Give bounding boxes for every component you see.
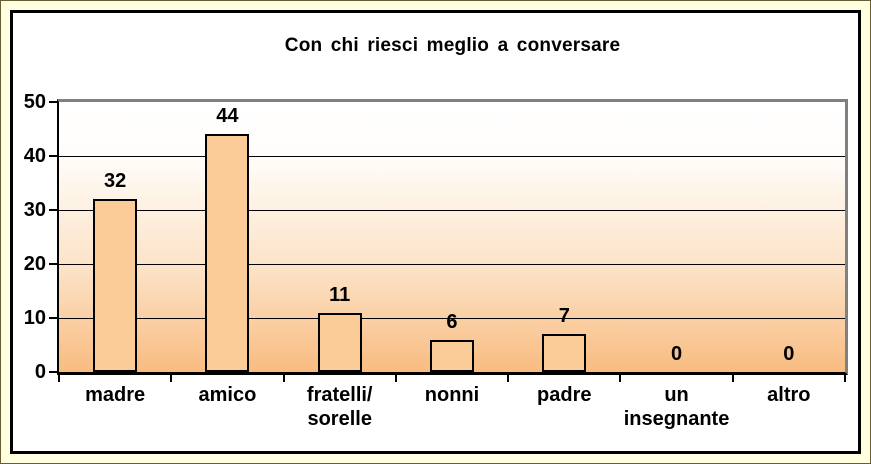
x-axis-category-label: nonni <box>424 384 480 406</box>
bar-value-label: 7 <box>558 305 570 328</box>
gridline-10 <box>59 317 845 319</box>
y-axis-tick <box>49 371 57 373</box>
x-axis-category-label: amico <box>198 384 257 406</box>
chart-canvas: Con chi riesci meglio a conversare 32 44 1… <box>10 10 861 454</box>
y-axis-tick <box>49 155 57 157</box>
bar <box>317 312 362 372</box>
y-axis-tick-label: 40 <box>23 145 46 167</box>
x-axis-tick <box>58 375 60 382</box>
bar-value-label: 0 <box>671 343 683 365</box>
bar <box>93 199 138 372</box>
x-axis-category-label: madre <box>85 384 146 406</box>
x-axis-category-label: altro <box>767 384 811 406</box>
x-axis-category-label: padre <box>537 384 592 406</box>
gridline-30 <box>59 209 845 211</box>
bar <box>205 134 250 372</box>
chart-title: Con chi riesci meglio a conversare <box>284 35 621 56</box>
x-axis-labels: madre amico fratelli/ sorelle nonni padre un … <box>59 383 845 431</box>
bar-value-label: 0 <box>783 343 795 365</box>
y-axis-tick-label: 0 <box>34 361 46 383</box>
x-axis-tick <box>394 375 397 382</box>
x-axis-category-label: fratelli/ sorelle <box>306 384 373 430</box>
x-axis-tick <box>507 375 510 382</box>
y-axis-tick-label: 30 <box>23 199 46 221</box>
bar-value-label: 6 <box>446 310 458 333</box>
bar-value-label: 44 <box>216 105 239 128</box>
y-axis-tick <box>49 209 57 211</box>
x-axis-tick <box>282 375 285 382</box>
y-axis-tick-label: 10 <box>23 307 46 329</box>
y-axis-tick-label: 20 <box>23 253 46 275</box>
bar <box>430 339 474 372</box>
gridline-40 <box>59 155 845 157</box>
gridline-20 <box>59 263 845 265</box>
x-axis-tick <box>731 375 734 382</box>
y-axis-tick <box>49 101 57 103</box>
bar <box>542 334 587 372</box>
x-axis-tick <box>619 375 622 382</box>
x-axis-tick <box>844 375 846 382</box>
y-axis-tick-label: 50 <box>23 91 46 113</box>
y-axis-tick <box>49 317 57 319</box>
bar-value-label: 11 <box>329 283 351 306</box>
x-axis-tick <box>170 375 173 382</box>
bar-value-label: 32 <box>104 170 127 193</box>
x-axis-category-label: un insegnante <box>623 384 730 430</box>
y-axis-tick <box>49 263 57 265</box>
plot-area: 32 44 11 6 7 0 0 <box>57 99 848 375</box>
